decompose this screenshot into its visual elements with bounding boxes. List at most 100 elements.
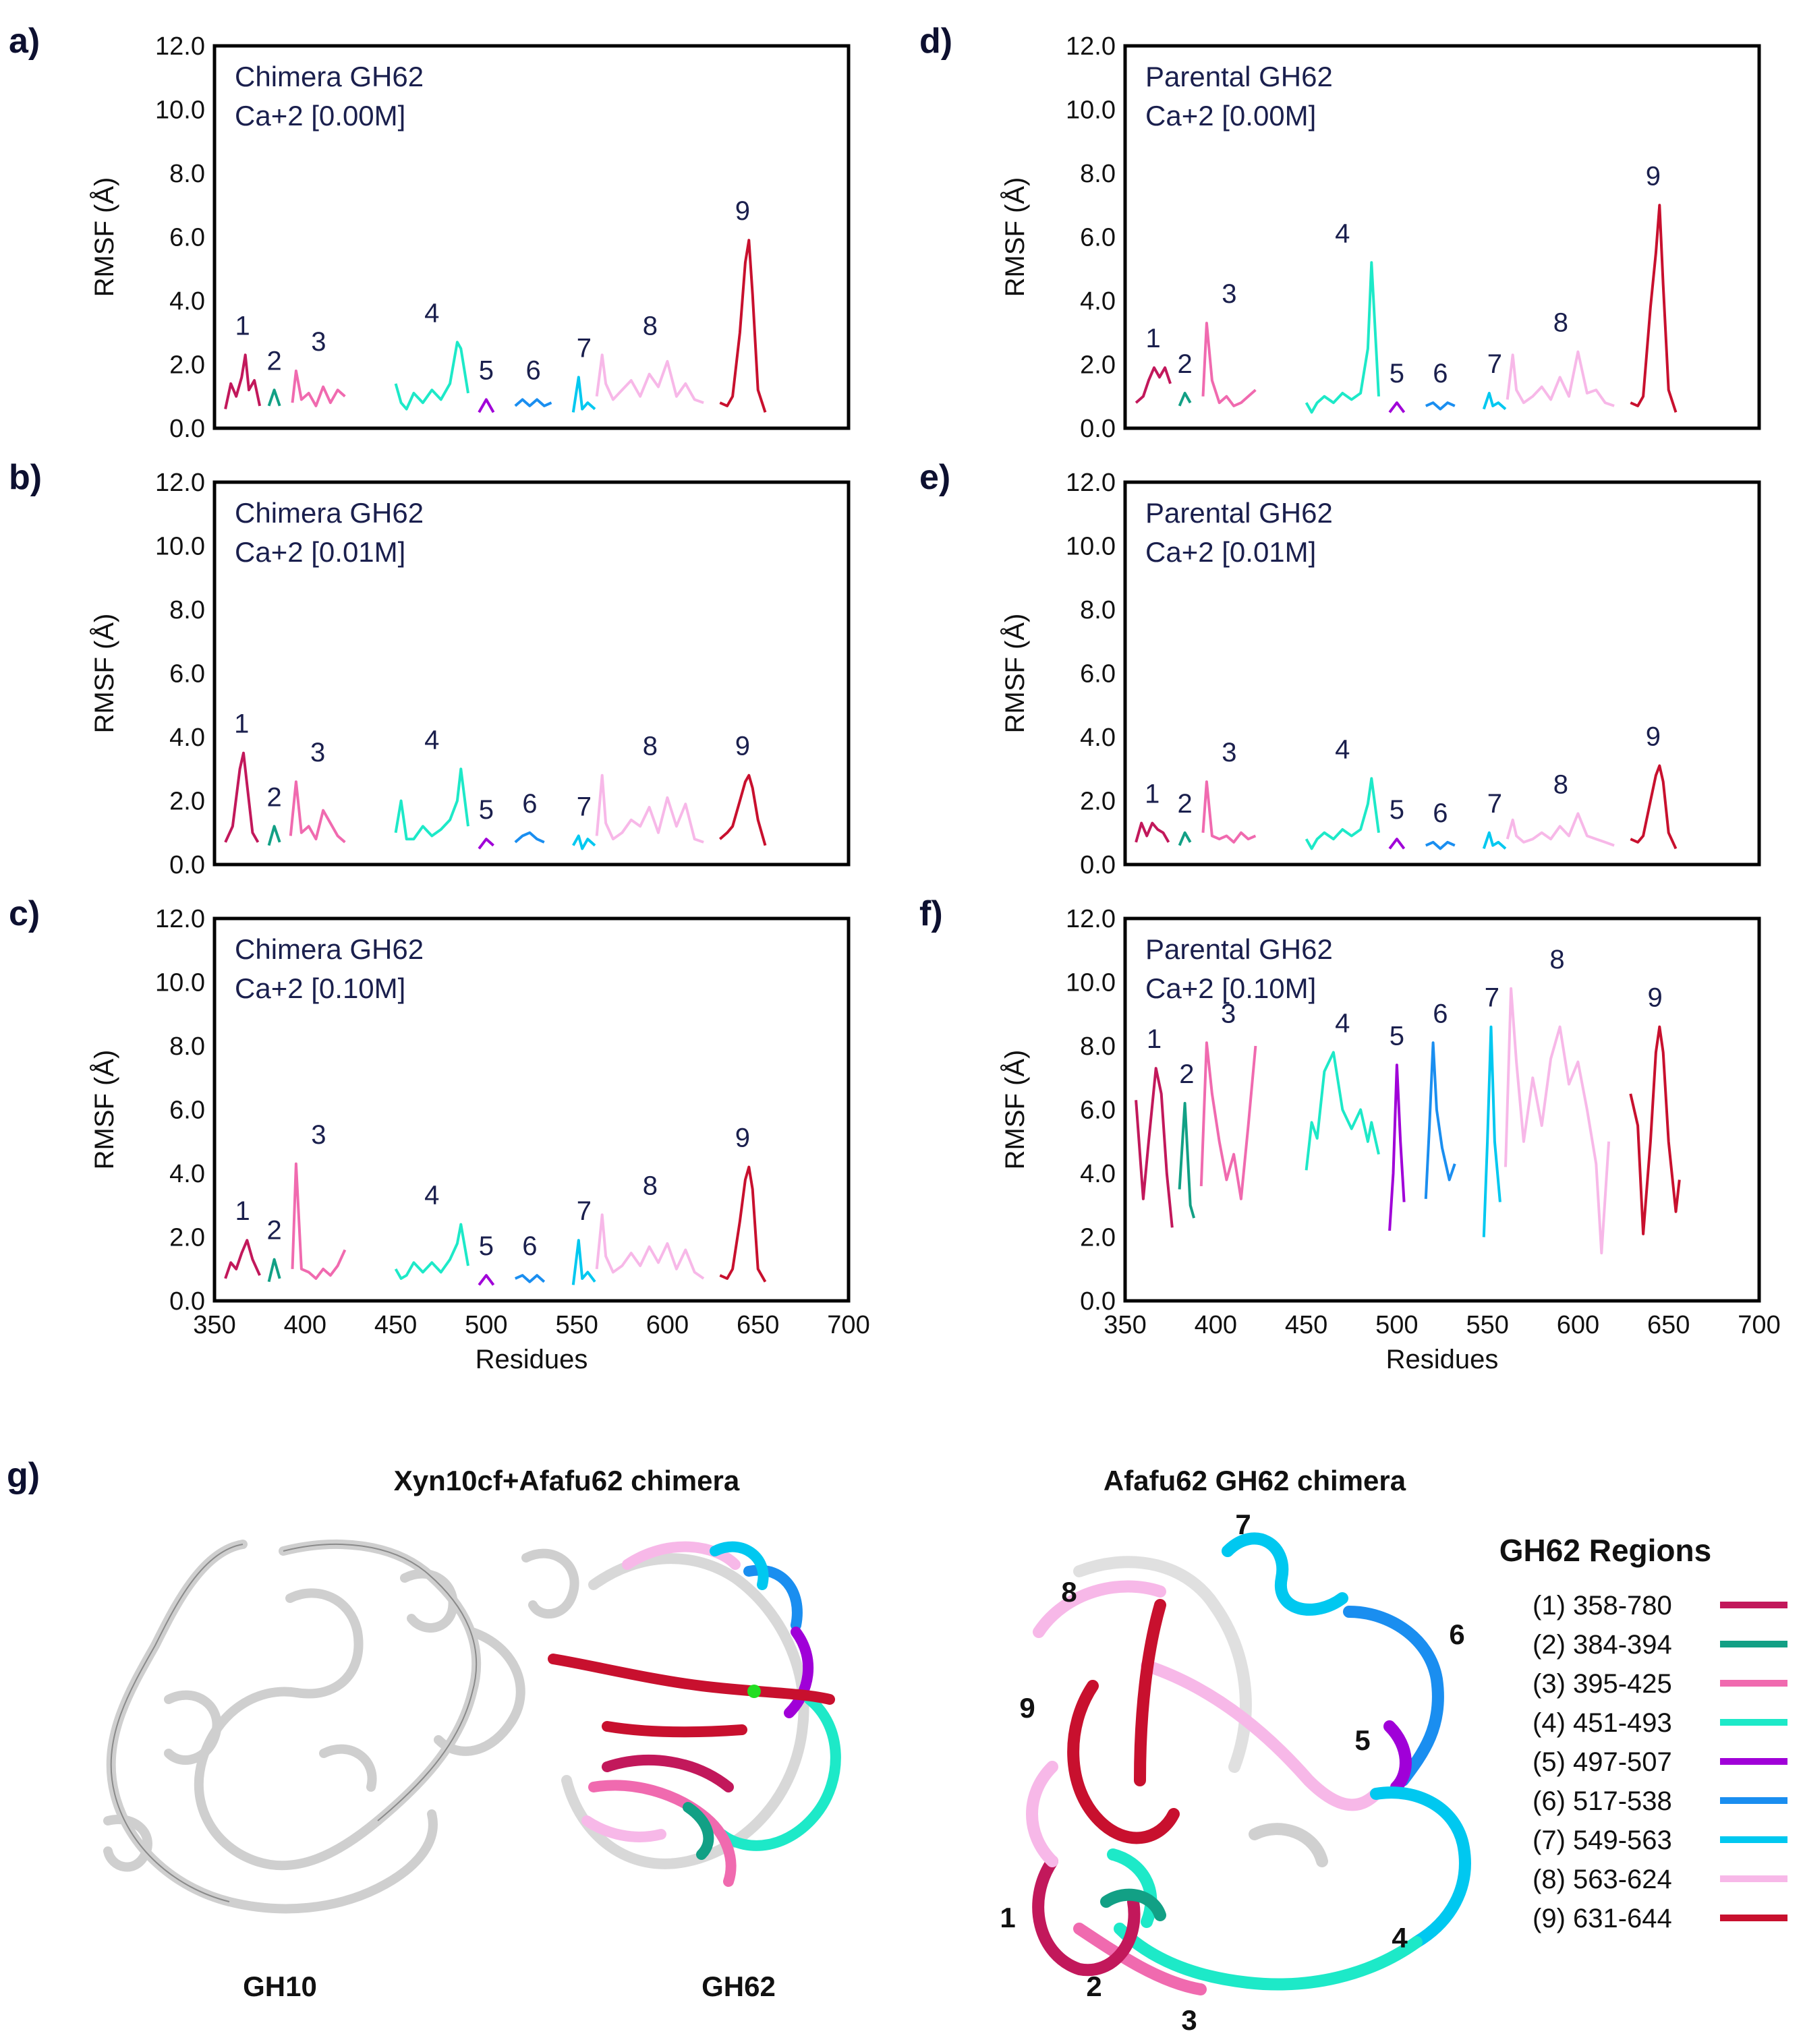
region-label: 9 bbox=[1646, 722, 1661, 752]
series-line-3 bbox=[289, 780, 346, 844]
series-line-9 bbox=[719, 1165, 767, 1283]
region-label: 1 bbox=[1146, 324, 1161, 353]
x-tick-label: 500 bbox=[465, 1311, 507, 1339]
region-label: 7 bbox=[577, 792, 592, 821]
y-tick-label: 8.0 bbox=[1080, 1032, 1116, 1061]
legend-item-label: (6) 517-538 bbox=[1533, 1786, 1672, 1816]
region-label: 3 bbox=[311, 327, 326, 357]
y-tick-label: 8.0 bbox=[169, 1032, 205, 1061]
region-label: 3 bbox=[1221, 999, 1236, 1028]
region-label: 8 bbox=[1549, 945, 1564, 974]
y-tick-label: 2.0 bbox=[169, 788, 205, 816]
y-tick-label: 0.0 bbox=[1080, 851, 1116, 879]
y-tick-label: 6.0 bbox=[1080, 224, 1116, 252]
y-tick-label: 2.0 bbox=[1080, 351, 1116, 380]
y-tick-label: 8.0 bbox=[169, 596, 205, 624]
region-label: 4 bbox=[424, 1181, 439, 1210]
legend-item-label: (9) 631-644 bbox=[1533, 1904, 1672, 1933]
chart-f: f) 0.0 2.0 4.0 6.0 8.0 10.0 12.0 350 400 450 500 550… bbox=[919, 894, 1781, 1374]
region-label: 5 bbox=[1390, 1021, 1404, 1051]
region-label: 8 bbox=[1553, 769, 1568, 799]
region-label: 5 bbox=[1390, 359, 1404, 388]
y-axis-label: RMSF (Å) bbox=[89, 177, 119, 297]
zoom-marker-9: 9 bbox=[1019, 1692, 1035, 1724]
region-label: 7 bbox=[577, 333, 592, 363]
panel-label-d: d) bbox=[919, 22, 952, 61]
series-line-1 bbox=[224, 751, 260, 843]
region-label: 8 bbox=[1553, 308, 1568, 338]
gh62-label: GH62 bbox=[702, 1970, 776, 2002]
legend-items: (1) 358-780 (2) 384-394 (3) 395-425 (4) 451… bbox=[1533, 1591, 1787, 1933]
y-tick-label: 6.0 bbox=[169, 224, 205, 252]
series-line-7 bbox=[1482, 831, 1507, 850]
y-tick-label: 2.0 bbox=[1080, 788, 1116, 816]
y-tick-label: 4.0 bbox=[1080, 1160, 1116, 1188]
y-tick-label: 0.0 bbox=[1080, 1287, 1116, 1316]
y-tick-label: 10.0 bbox=[155, 969, 205, 997]
chimera-structure-title: Xyn10cf+Afafu62 chimera bbox=[394, 1465, 740, 1496]
y-tick-label: 10.0 bbox=[155, 533, 205, 561]
panel-label-e: e) bbox=[919, 458, 950, 497]
x-tick-label: 350 bbox=[1104, 1311, 1146, 1339]
series-line-7 bbox=[572, 834, 596, 850]
region-label: 4 bbox=[1335, 1008, 1350, 1038]
y-tick-label: 10.0 bbox=[155, 96, 205, 125]
series-line-9 bbox=[719, 239, 767, 413]
series-line-4 bbox=[394, 767, 469, 841]
series-line-5 bbox=[478, 1274, 495, 1286]
plot-frame bbox=[212, 480, 851, 867]
region-label: 9 bbox=[735, 732, 750, 761]
gh10-domain-cartoon bbox=[103, 1540, 579, 1914]
region-label: 2 bbox=[1178, 789, 1193, 819]
structure-panel: g) Xyn10cf+Afafu62 chimera Afafu62 GH62 … bbox=[7, 1456, 1787, 2036]
series-line-5 bbox=[1388, 1063, 1406, 1231]
calcium-ion-marker bbox=[747, 1685, 761, 1698]
y-tick-label: 0.0 bbox=[1080, 415, 1116, 443]
chart-title: Parental GH62 bbox=[1145, 933, 1333, 965]
gh10-domain-outline bbox=[110, 1544, 478, 1902]
y-tick-label: 2.0 bbox=[169, 351, 205, 380]
x-tick-label: 550 bbox=[555, 1311, 598, 1339]
zoom-marker-4: 4 bbox=[1392, 1922, 1408, 1954]
y-axis-label: RMSF (Å) bbox=[1000, 614, 1030, 734]
series-line-6 bbox=[514, 398, 552, 407]
region-label: 8 bbox=[643, 1171, 658, 1200]
chart-condition: Ca+2 [0.01M] bbox=[1145, 536, 1316, 568]
zoom-marker-6: 6 bbox=[1449, 1618, 1464, 1650]
region-label: 3 bbox=[311, 1120, 326, 1150]
series-line-7 bbox=[1482, 1025, 1501, 1237]
series-line-3 bbox=[1201, 780, 1257, 844]
legend-item-label: (1) 358-780 bbox=[1533, 1591, 1672, 1620]
y-tick-label: 2.0 bbox=[169, 1224, 205, 1252]
x-axis-label: Residues bbox=[476, 1345, 588, 1374]
region-label: 6 bbox=[522, 789, 537, 819]
y-axis-label: RMSF (Å) bbox=[89, 1050, 119, 1170]
region-label: 7 bbox=[1487, 789, 1502, 819]
panel-label-a: a) bbox=[9, 22, 40, 61]
chart-d: d) 0.0 2.0 4.0 6.0 8.0 10.0 12.0 RMSF (Å) Parenta… bbox=[919, 22, 1761, 443]
gh62-structure-title: Afafu62 GH62 chimera bbox=[1104, 1465, 1406, 1496]
y-tick-label: 4.0 bbox=[169, 1160, 205, 1188]
chart-condition: Ca+2 [0.00M] bbox=[1145, 100, 1316, 132]
y-tick-label: 6.0 bbox=[1080, 1097, 1116, 1125]
chart-condition: Ca+2 [0.10M] bbox=[235, 972, 405, 1004]
region-label: 5 bbox=[479, 1231, 494, 1261]
x-tick-label: 700 bbox=[1738, 1311, 1780, 1339]
region-label: 1 bbox=[235, 311, 250, 341]
series-line-4 bbox=[1305, 1051, 1380, 1171]
y-tick-label: 12.0 bbox=[155, 905, 205, 933]
y-tick-label: 4.0 bbox=[1080, 287, 1116, 316]
y-tick-label: 12.0 bbox=[1066, 469, 1116, 497]
series-line-8 bbox=[595, 353, 704, 405]
region-label: 2 bbox=[1179, 1059, 1194, 1089]
x-tick-label: 450 bbox=[374, 1311, 417, 1339]
series-line-8 bbox=[1506, 350, 1615, 407]
series-line-3 bbox=[1201, 322, 1257, 407]
x-tick-label: 650 bbox=[1647, 1311, 1690, 1339]
x-axis-label: Residues bbox=[1386, 1345, 1499, 1374]
chart-c: c) 0.0 2.0 4.0 6.0 8.0 10.0 12.0 350 400 450 500 550… bbox=[9, 894, 870, 1374]
y-tick-label: 12.0 bbox=[155, 469, 205, 497]
series-line-5 bbox=[478, 398, 495, 413]
region-label: 1 bbox=[235, 1196, 250, 1226]
